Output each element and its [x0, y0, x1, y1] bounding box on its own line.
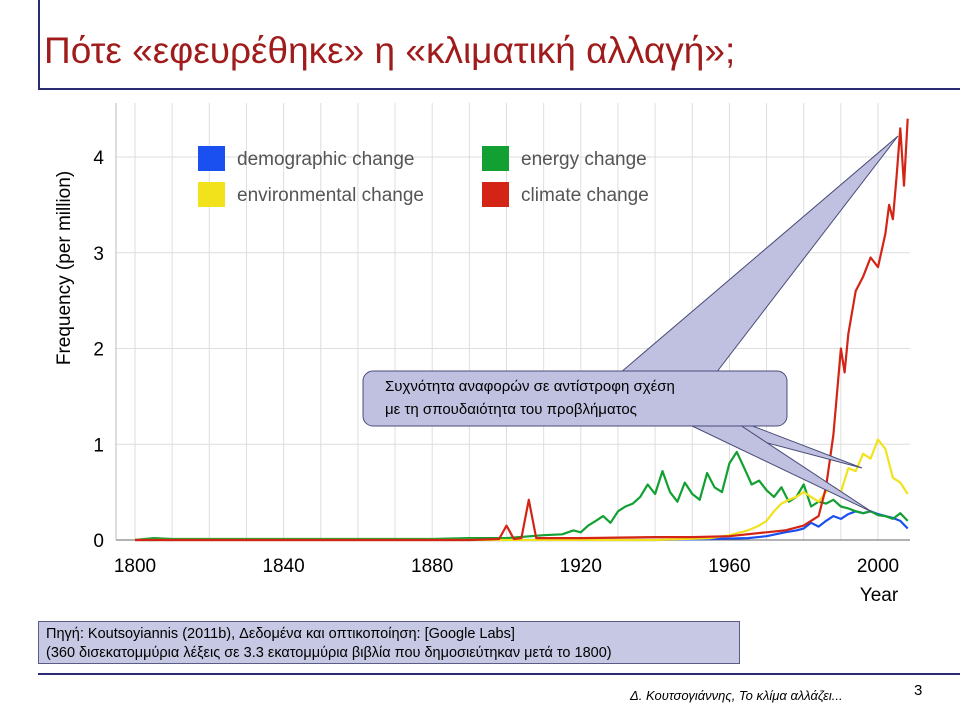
source-line-1: Πηγή: Koutsoyiannis (2011b), Δεδομένα κα…	[46, 626, 515, 642]
legend-swatch-energy-change	[482, 146, 509, 171]
frequency-line-chart: demographic change energy change environme…	[54, 103, 910, 606]
y-tick-label: 3	[93, 244, 104, 265]
legend-label-energy-change: energy change	[521, 149, 647, 170]
footer-author: Δ. Κουτσογιάννης, Το κλίμα αλλάζει...	[630, 688, 843, 703]
slide-title: Πότε «εφευρέθηκε» η «κλιματική αλλαγή»;	[44, 30, 736, 71]
left-frame-line	[38, 0, 40, 88]
y-tick-label: 1	[93, 435, 104, 456]
source-line-2: (360 δισεκατομμύρια λέξεις σε 3.3 εκατομ…	[46, 645, 612, 661]
legend-swatch-demographic-change	[198, 146, 225, 171]
series-line-energy-change	[134, 450, 909, 542]
x-tick-label: 1960	[708, 556, 750, 577]
x-tick-label: 1880	[411, 556, 453, 577]
legend-label-environmental-change: environmental change	[237, 185, 424, 206]
y-tick-label: 0	[93, 531, 104, 552]
series-line-climate-change	[135, 118, 909, 542]
x-tick-label: 2000	[857, 556, 899, 577]
callout-text-line-2: με τη σπουδαιότητα του προβλήματος	[385, 401, 637, 418]
x-tick-label: 1800	[114, 556, 156, 577]
y-tick-label: 4	[93, 148, 104, 169]
footer-divider-line	[38, 673, 960, 675]
callout-text-line-1: Συχνότητα αναφορών σε αντίστροφη σχέση	[385, 378, 675, 395]
source-box: Πηγή: Koutsoyiannis (2011b), Δεδομένα κα…	[38, 621, 740, 664]
x-axis-title: Year	[860, 585, 899, 606]
y-tick-label: 2	[93, 340, 104, 361]
y-axis-title: Frequency (per million)	[54, 171, 75, 365]
legend-swatch-environmental-change	[198, 182, 225, 207]
plot-area	[116, 103, 910, 540]
title-divider-line	[38, 88, 960, 90]
legend-label-climate-change: climate change	[521, 185, 649, 206]
x-tick-label: 1840	[262, 556, 304, 577]
legend-swatch-climate-change	[482, 182, 509, 207]
series-line-environmental-change	[135, 438, 909, 542]
page-number: 3	[914, 682, 923, 699]
x-tick-label: 1920	[560, 556, 602, 577]
callout-bubble	[362, 370, 788, 427]
legend-label-demographic-change: demographic change	[237, 149, 414, 170]
